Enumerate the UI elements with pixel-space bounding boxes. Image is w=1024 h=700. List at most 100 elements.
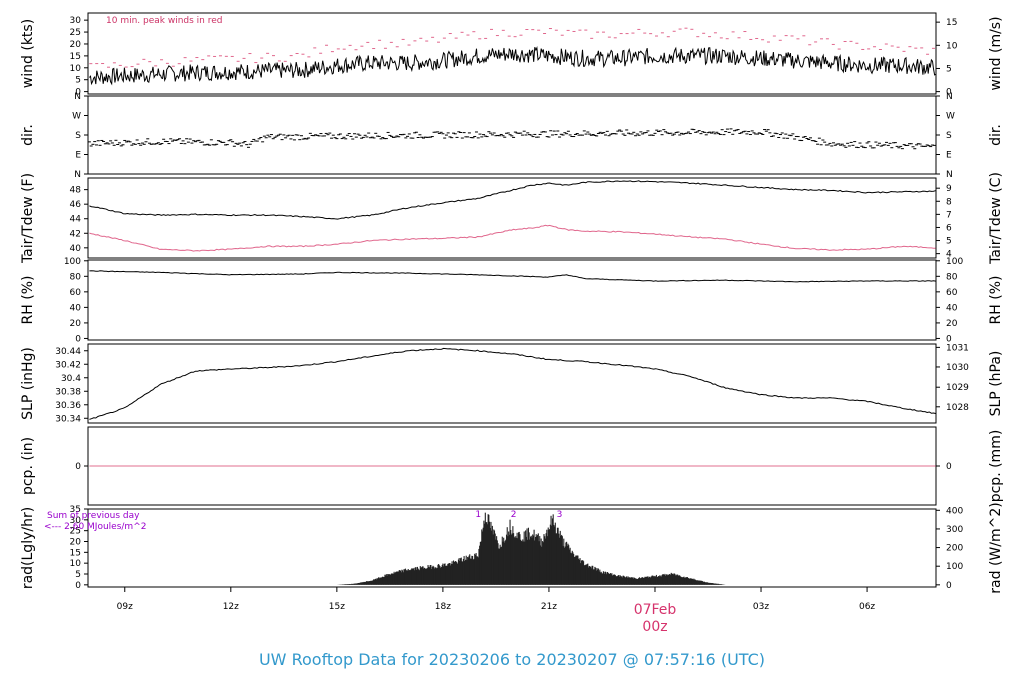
x-tick-label: 21z — [541, 602, 557, 612]
right-tick-label-wind: 0 — [946, 88, 952, 98]
ylabel-right-slp: SLP (hPa) — [988, 351, 1004, 417]
left-tick-label-rad: 30 — [70, 516, 82, 526]
right-tick-label-slp: 1030 — [946, 363, 969, 373]
series-temp-1 — [89, 224, 936, 252]
left-tick-label-wind: 30 — [70, 16, 82, 26]
left-tick-label-rad: 35 — [70, 505, 81, 515]
left-tick-label-dir: E — [75, 151, 81, 161]
right-tick-label-dir: W — [946, 112, 955, 122]
x-tick-label: 03z — [753, 602, 769, 612]
right-tick-label-wind: 15 — [946, 18, 957, 28]
right-tick-label-slp: 1028 — [946, 403, 969, 413]
ylabel-slp: SLP (inHg) — [20, 347, 36, 420]
left-tick-label-dir: N — [74, 170, 81, 180]
right-tick-label-wind: 5 — [946, 64, 952, 74]
left-tick-label-slp: 30.42 — [55, 360, 81, 370]
right-tick-label-temp: 8 — [946, 197, 952, 207]
left-tick-label-wind: 0 — [75, 88, 81, 98]
chart-title: UW Rooftop Data for 20230206 to 20230207… — [259, 650, 765, 669]
radiation-peak-label: 2 — [511, 510, 517, 520]
left-tick-label-rh: 60 — [70, 288, 82, 298]
radiation-sum-annotation: Sum of previous day — [47, 511, 140, 521]
panel-frame-dir — [87, 95, 937, 175]
ylabel-right-rad: rad (W/m^2) — [988, 502, 1004, 593]
radiation-peak-label: 1 — [475, 510, 481, 520]
panel-frame-wind — [87, 12, 937, 95]
right-tick-label-dir: N — [946, 170, 953, 180]
left-tick-label-temp: 44 — [70, 215, 82, 225]
ylabel-pcp: pcp. (in) — [20, 437, 36, 495]
right-tick-label-temp: 7 — [946, 210, 952, 220]
left-tick-label-slp: 30.36 — [55, 401, 81, 411]
right-tick-label-dir: S — [946, 131, 952, 141]
left-tick-label-wind: 5 — [75, 76, 81, 86]
left-tick-label-wind: 15 — [70, 52, 81, 62]
right-tick-label-slp: 1029 — [946, 383, 969, 393]
left-tick-label-rad: 15 — [70, 548, 81, 558]
right-tick-label-rad: 0 — [946, 581, 952, 591]
left-tick-label-slp: 30.44 — [55, 347, 81, 357]
panel-frame-rh — [87, 259, 937, 341]
panel-pcp: 0 0 pcp. (in) pcp. (mm) — [20, 426, 1004, 506]
ylabel-wind: wind (kts) — [20, 19, 36, 88]
ylabel-temp: Tair/Tdew (F) — [20, 173, 36, 264]
x-tick-label: 12z — [223, 602, 239, 612]
right-tick-label-temp: 6 — [946, 223, 952, 233]
series-slp-0 — [89, 347, 936, 420]
date-marker-sub: 00z — [642, 619, 667, 635]
ylabel-right-temp: Tair/Tdew (C) — [988, 172, 1004, 265]
right-tick-label-rh: 40 — [946, 303, 958, 313]
right-tick-label-dir: E — [946, 151, 952, 161]
series-rh-0 — [89, 270, 936, 283]
right-tick-label-temp: 4 — [946, 250, 952, 260]
left-tick-label-rad: 25 — [70, 527, 81, 537]
radiation-peak-label: 3 — [557, 510, 563, 520]
left-tick-label-rh: 80 — [70, 272, 82, 282]
series-temp-0 — [89, 180, 936, 220]
right-tick-label-temp: 9 — [946, 184, 952, 194]
left-tick-label-wind: 10 — [70, 64, 82, 74]
left-tick-label-temp: 42 — [70, 229, 81, 239]
left-tick-label-wind: 20 — [70, 40, 82, 50]
left-tick-label-dir: N — [74, 92, 81, 102]
right-tick-label-rh: 80 — [946, 272, 958, 282]
right-tick-label-slp: 1031 — [946, 343, 969, 353]
left-tick-label-rad: 20 — [70, 538, 82, 548]
right-tick-label-rad: 100 — [946, 562, 963, 572]
left-tick-label-rad: 0 — [75, 581, 81, 591]
ylabel-right-wind: wind (m/s) — [988, 16, 1004, 90]
radiation-sum-value: <--- 2.60 MJoules/m^2 — [44, 522, 146, 532]
right-tick-label-rh: 100 — [946, 257, 963, 267]
panel-frame-temp — [87, 177, 937, 259]
left-tick-label-dir: S — [75, 131, 81, 141]
left-tick-label-slp: 30.38 — [55, 387, 81, 397]
right-tick-label-rad: 400 — [946, 506, 963, 516]
ylabel-rad: rad(Lgly/hr) — [20, 507, 36, 589]
left-tick-label-slp: 30.34 — [55, 414, 81, 424]
x-tick-label: 09z — [117, 602, 133, 612]
panel-wind: 0 5 10 15 20 25 30 0 5 10 15 wind (kts) wind (m/s) 10… — [20, 12, 1004, 98]
panel-slp: 30.34 30.36 30.38 30.4 30.42 30.44 1028 1029 103… — [20, 343, 1004, 424]
left-tick-label-rh: 0 — [75, 334, 81, 344]
left-tick-label-rad: 5 — [75, 570, 81, 580]
right-tick-label-rh: 60 — [946, 288, 958, 298]
right-tick-label-rad: 300 — [946, 525, 963, 535]
right-tick-label-dir: N — [946, 92, 953, 102]
ylabel-right-dir: dir. — [988, 124, 1004, 146]
ylabel-rh: RH (%) — [20, 276, 36, 325]
right-tick-label-pcp: 0 — [946, 462, 952, 472]
left-tick-label-rh: 40 — [70, 303, 82, 313]
panel-rh: 0 20 40 60 80 100 0 20 40 60 80 100 RH (%) RH (%) — [20, 257, 1004, 345]
panel-frame-slp — [87, 343, 937, 424]
left-tick-label-slp: 30.4 — [61, 374, 81, 384]
ylabel-right-pcp: pcp. (mm) — [988, 430, 1004, 503]
x-tick-label: 15z — [329, 602, 345, 612]
ylabel-right-rh: RH (%) — [988, 276, 1004, 325]
right-tick-label-rh: 20 — [946, 319, 958, 329]
left-tick-label-temp: 40 — [70, 244, 82, 254]
left-tick-label-dir: W — [72, 112, 81, 122]
series-wind-speed — [89, 46, 936, 86]
right-tick-label-temp: 5 — [946, 237, 952, 247]
